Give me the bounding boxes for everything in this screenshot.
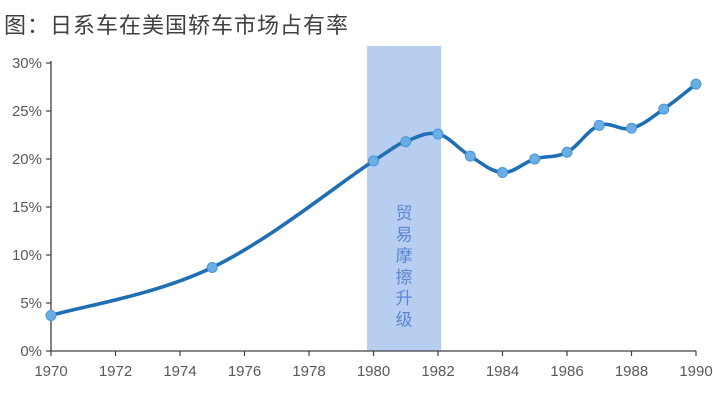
data-point-marker — [529, 153, 541, 165]
data-point-marker — [561, 146, 573, 158]
data-point-marker — [690, 78, 702, 90]
y-tick-label: 0% — [20, 343, 42, 360]
x-tick-label: 1972 — [99, 363, 132, 380]
y-tick-label: 5% — [20, 295, 42, 312]
y-tick-label: 10% — [12, 247, 42, 264]
x-tick-label: 1986 — [550, 363, 583, 380]
data-point-marker — [432, 128, 444, 140]
annotation-band-label-char: 升 — [396, 289, 413, 309]
x-tick-label: 1970 — [34, 363, 67, 380]
annotation-band-label-char: 擦 — [396, 268, 413, 288]
x-tick-label: 1974 — [163, 363, 196, 380]
x-tick-label: 1988 — [615, 363, 648, 380]
data-point-marker — [626, 122, 637, 134]
annotation-band-label-char: 贸 — [396, 204, 413, 224]
data-point-marker — [593, 119, 605, 131]
y-tick-label: 25% — [12, 103, 42, 120]
data-point-marker — [206, 261, 218, 273]
x-tick-label: 1984 — [486, 363, 519, 380]
x-tick-label: 1990 — [679, 363, 712, 380]
y-tick-label: 20% — [12, 151, 42, 168]
data-point-marker — [464, 150, 476, 162]
annotation-band-label-char: 易 — [396, 225, 413, 245]
x-tick-label: 1978 — [292, 363, 325, 380]
x-tick-label: 1980 — [357, 363, 390, 380]
data-point-marker — [368, 155, 379, 167]
data-point-marker — [497, 166, 508, 178]
y-tick-label: 30% — [12, 55, 42, 72]
series-layer — [45, 78, 702, 321]
y-tick-label: 15% — [12, 199, 42, 216]
axis-layer: 0% 5% 10% 15% 20% 25% 30% 1970 1972 1974 1976 1978 1… — [12, 55, 713, 380]
annotation-band-label-char: 级 — [396, 311, 413, 331]
x-tick-label: 1982 — [421, 363, 454, 380]
chart-title: 图：日系车在美国轿车市场占有率 — [4, 14, 350, 39]
annotation-band — [367, 46, 442, 351]
annotation-band-label-char: 摩 — [396, 247, 413, 267]
data-point-marker — [400, 136, 412, 148]
data-point-marker — [658, 103, 670, 115]
data-point-marker — [45, 309, 57, 321]
x-tick-label: 1976 — [228, 363, 261, 380]
